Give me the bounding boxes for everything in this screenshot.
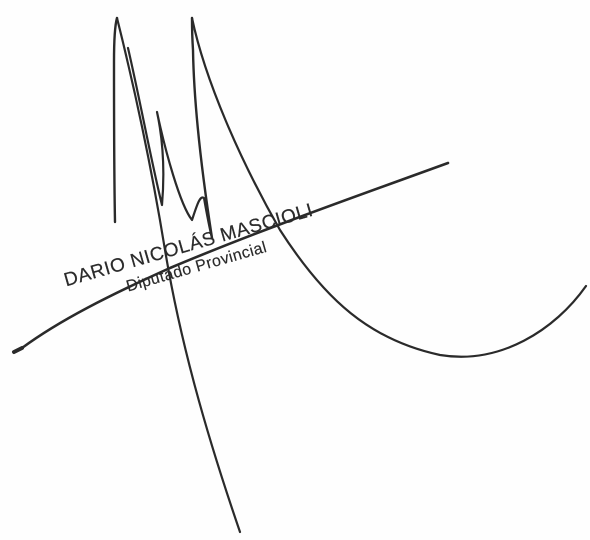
signature-stroke-m-left (112, 16, 119, 224)
signature-stroke-m-inner (126, 46, 214, 240)
signature-stroke-long-diagonal (115, 16, 242, 534)
signature-stroke-underline-tip (12, 346, 24, 354)
signature-stroke-sweep (190, 16, 588, 358)
signature-stroke-m-right (190, 16, 214, 240)
signature-stroke-underline (20, 161, 450, 350)
